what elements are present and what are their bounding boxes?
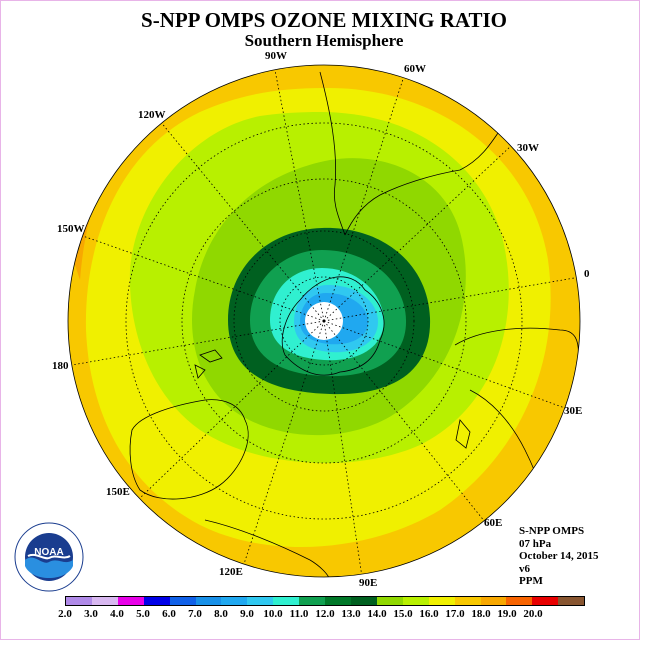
colorbar-tick-label: 16.0 — [419, 608, 439, 620]
madagascar-coast — [455, 419, 471, 449]
colorbar-tick-label: 8.0 — [214, 608, 228, 620]
info-version: v6 — [519, 562, 530, 575]
colorbar — [65, 596, 585, 606]
info-pressure: 07 hPa — [519, 537, 552, 550]
colorbar-swatch — [558, 597, 585, 605]
lon-label-30e: 30E — [564, 405, 583, 417]
colorbar-tick-label: 20.0 — [523, 608, 543, 620]
colorbar-tick-label: 15.0 — [393, 608, 413, 620]
figure-frame — [0, 0, 640, 640]
map-title: S-NPP OMPS OZONE MIXING RATIO — [141, 8, 507, 32]
south-america-coast — [319, 71, 501, 236]
colorbar-tick-label: 13.0 — [341, 608, 361, 620]
lon-label-180: 180 — [52, 360, 69, 372]
indonesia-coast — [204, 519, 331, 577]
colorbar-tick-label: 14.0 — [367, 608, 387, 620]
colorbar-swatch — [91, 597, 118, 605]
map-subtitle: Southern Hemisphere — [244, 31, 404, 50]
colorbar-swatch — [402, 597, 429, 605]
colorbar-swatch — [143, 597, 170, 605]
colorbar-swatch — [195, 597, 222, 605]
colorbar-swatch — [325, 597, 351, 605]
colorbar-swatch — [299, 597, 326, 605]
map-boundary — [67, 64, 581, 578]
new-zealand-coast — [194, 349, 223, 379]
coastlines — [129, 71, 579, 577]
noaa-logo-text: NOAA — [34, 547, 63, 558]
colorbar-tick-label: 2.0 — [58, 608, 72, 620]
colorbar-tick-label: 17.0 — [445, 608, 465, 620]
lon-label-120w: 120W — [138, 109, 166, 121]
colorbar-swatch — [376, 597, 403, 605]
colorbar-tick-label: 4.0 — [110, 608, 124, 620]
colorbar-swatch — [247, 597, 274, 605]
antarctica-coast — [281, 276, 385, 376]
lon-label-90w: 90W — [265, 50, 287, 62]
colorbar-swatch — [350, 597, 377, 605]
colorbar-tick-label: 10.0 — [263, 608, 283, 620]
colorbar-tick-label: 11.0 — [289, 608, 309, 620]
colorbar-tick-label: 19.0 — [497, 608, 517, 620]
colorbar-tick-label: 18.0 — [471, 608, 491, 620]
colorbar-tick-label: 12.0 — [315, 608, 335, 620]
colorbar-swatch — [169, 597, 196, 605]
lon-label-120e: 120E — [219, 566, 243, 578]
lon-label-0: 0 — [584, 268, 590, 280]
colorbar-tick-label: 5.0 — [136, 608, 150, 620]
colorbar-swatch — [532, 597, 559, 605]
lon-label-90e: 90E — [359, 577, 378, 589]
colorbar-swatch — [117, 597, 144, 605]
colorbar-swatch — [506, 597, 533, 605]
colorbar-tick-label: 7.0 — [188, 608, 202, 620]
lon-label-30w: 30W — [517, 142, 539, 154]
noaa-logo: NOAA — [14, 522, 84, 592]
product-info: S-NPP OMPS 07 hPa October 14, 2015 v6 PP… — [519, 525, 599, 588]
colorbar-swatch — [454, 597, 481, 605]
info-date: October 14, 2015 — [519, 550, 599, 562]
colorbar-swatch — [221, 597, 248, 605]
australia-coast — [129, 399, 249, 500]
info-instrument: S-NPP OMPS — [519, 525, 585, 537]
colorbar-tick-label: 9.0 — [240, 608, 254, 620]
graticule — [71, 65, 580, 577]
colorbar-swatch — [428, 597, 455, 605]
colorbar-swatch — [66, 597, 92, 605]
colorbar-swatch — [480, 597, 507, 605]
info-units: PPM — [519, 575, 543, 587]
lon-label-60e: 60E — [484, 517, 503, 529]
colorbar-tick-label: 6.0 — [162, 608, 176, 620]
lon-label-150e: 150E — [106, 486, 130, 498]
colorbar-tick-label: 3.0 — [84, 608, 98, 620]
colorbar-swatch — [273, 597, 300, 605]
lon-label-150w: 150W — [57, 223, 85, 235]
lon-label-60w: 60W — [404, 63, 426, 75]
